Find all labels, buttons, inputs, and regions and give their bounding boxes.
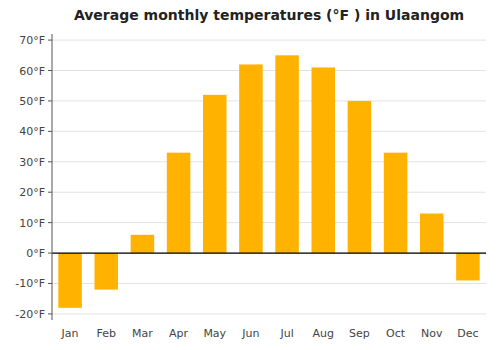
tick-mark [48, 131, 52, 132]
category-label: Aug [313, 327, 334, 340]
tick-label: 30°F [19, 156, 45, 169]
grid-line [52, 131, 486, 132]
tick-label: 0°F [26, 247, 45, 260]
tick-label: 60°F [19, 65, 45, 78]
tick-mark [48, 161, 52, 162]
bar [456, 253, 480, 280]
grid-line [52, 161, 486, 162]
grid-line [52, 313, 486, 314]
tick-label: -10°F [15, 277, 45, 290]
zero-line [52, 252, 486, 253]
grid-line [52, 40, 486, 41]
category-label: Sep [349, 327, 370, 340]
category-label: Dec [457, 327, 478, 340]
tick-label: 20°F [19, 186, 45, 199]
category-label: Jan [61, 327, 79, 340]
tick-label: 10°F [19, 217, 45, 230]
bar [203, 95, 227, 253]
category-label: Jun [241, 327, 259, 340]
tick-label: -20°F [15, 308, 45, 321]
category-label: Oct [386, 327, 406, 340]
grid-line [52, 70, 486, 71]
tick-label: 40°F [19, 125, 45, 138]
bar [348, 101, 372, 253]
tick-mark [48, 283, 52, 284]
grid-line [52, 100, 486, 101]
bar [384, 153, 408, 253]
tick-label: 50°F [19, 95, 45, 108]
category-label: Jul [279, 327, 293, 340]
tick-mark [48, 192, 52, 193]
chart-container: Average monthly temperatures (°F ) in Ul… [0, 0, 500, 350]
bar [311, 67, 335, 253]
grid-line [52, 253, 486, 254]
category-label: Mar [132, 327, 153, 340]
bar [420, 214, 444, 254]
tick-mark [48, 100, 52, 101]
title: Average monthly temperatures (°F ) in Ul… [74, 7, 464, 23]
x-axis: Jan Feb Mar Apr May Jun Jul Aug Sep Oct Nov Dec [61, 327, 479, 340]
bar [131, 235, 155, 253]
grid-line [52, 192, 486, 193]
bar [275, 55, 299, 253]
y-axis: -20°F -10°F 0°F 10°F 20°F 30°F 40°F 50°F 60°F 70°… [15, 34, 486, 321]
tick-mark [48, 40, 52, 41]
tick-label: 70°F [19, 34, 45, 47]
bars [58, 55, 479, 308]
bar [94, 253, 118, 290]
bar [239, 64, 263, 253]
bar [167, 153, 191, 253]
category-label: Apr [169, 327, 189, 340]
chart: Average monthly temperatures (°F ) in Ul… [0, 0, 500, 350]
tick-mark [48, 70, 52, 71]
category-label: May [203, 327, 226, 340]
category-label: Nov [421, 327, 443, 340]
y-axis-line [52, 34, 53, 320]
bar [58, 253, 82, 308]
tick-mark [48, 313, 52, 314]
category-label: Feb [97, 327, 116, 340]
tick-mark [48, 222, 52, 223]
tick-mark [48, 253, 52, 254]
